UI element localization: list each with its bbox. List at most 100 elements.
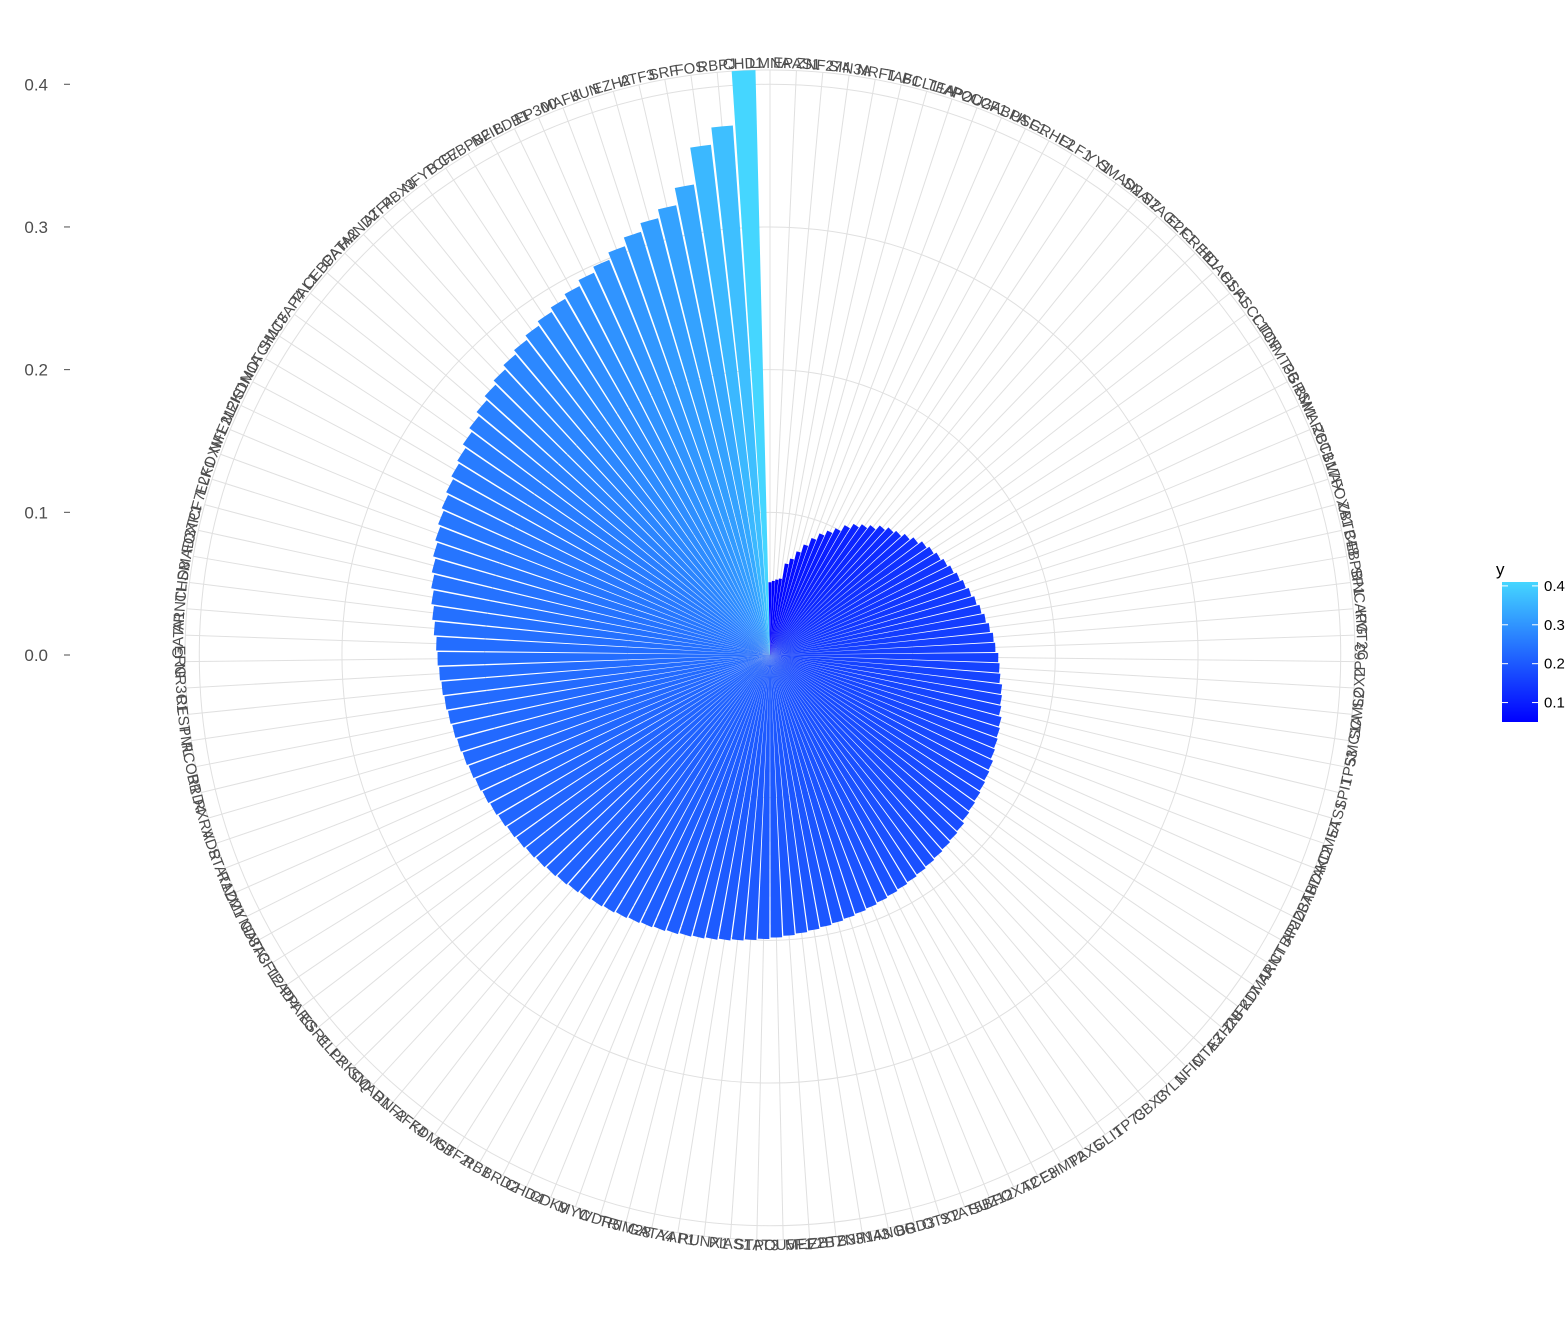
bar-tp63 — [770, 652, 999, 663]
bar-esr1 — [526, 655, 770, 858]
bar-grhl2 — [770, 528, 841, 655]
bar-ell2 — [536, 655, 770, 868]
legend-tick-label: 0.4 — [1544, 578, 1565, 595]
category-label-nrf1: NRF1 — [856, 61, 898, 85]
y-tick-label: 0.1 — [24, 503, 48, 522]
category-label-yap1: YAP1 — [657, 1227, 696, 1250]
legend-tick-label: 0.1 — [1544, 695, 1565, 712]
bar-stat3 — [757, 655, 770, 939]
bar-pou5f1 — [770, 655, 783, 938]
bar-ldb1 — [578, 272, 770, 655]
bar-wdr5 — [679, 655, 770, 937]
bar-zbtb33 — [770, 655, 808, 934]
bar-yap1 — [718, 655, 770, 941]
category-label-pou5f1: POU5F1 — [754, 1236, 813, 1254]
category-label-rbpj: RBPJ — [697, 56, 737, 76]
bar-hsf1 — [770, 537, 919, 655]
category-label-chd1: CHD1 — [722, 55, 764, 74]
y-tick-label: 0.2 — [24, 361, 48, 380]
bar-tcf7 — [537, 312, 770, 655]
bar-ehmt2 — [770, 655, 908, 890]
bar-mef2b — [770, 655, 795, 936]
bar-pias1 — [744, 655, 770, 941]
y-tick-label: 0.3 — [24, 218, 48, 237]
bar-scml2 — [770, 655, 1001, 684]
bar-hdac1 — [770, 533, 910, 655]
bar-tp73 — [770, 655, 935, 867]
bar-stat1 — [468, 655, 770, 779]
bar-cebpb2 — [550, 298, 770, 655]
grid-spoke — [769, 72, 824, 656]
bar-gata2 — [484, 384, 770, 655]
category-label-nr3c1: NR3C1 — [171, 663, 191, 713]
bar-tcf3 — [770, 655, 898, 897]
bar-pml — [444, 655, 770, 710]
bar-meis1 — [441, 495, 770, 655]
bar-brd2 — [628, 655, 770, 923]
bar-taf1 — [770, 558, 795, 655]
bar-tcf7l2 — [431, 558, 770, 655]
bar-ncapg — [770, 632, 994, 655]
bar-znf274 — [770, 579, 779, 655]
bar-zbtb48 — [770, 604, 982, 655]
bar-pax5 — [770, 655, 917, 882]
bar-rnf2 — [568, 655, 770, 893]
bar-srf — [674, 184, 770, 655]
bar-cbx3 — [770, 655, 943, 858]
bar-max — [770, 587, 972, 655]
bar-ezh2b — [770, 655, 970, 821]
bar-zbtb17 — [770, 580, 966, 655]
bar-elf1 — [770, 525, 850, 655]
bar-spi1 — [770, 655, 1002, 716]
bar-epas1 — [770, 580, 775, 655]
bar-pgr — [770, 558, 948, 655]
bar-zmynd8 — [482, 655, 770, 803]
bar-zbtb7a — [770, 655, 995, 759]
category-label-scml2: SCML2 — [1346, 689, 1368, 740]
category-label-srf: SRF — [647, 62, 680, 84]
category-label-stat3: STAT3 — [734, 1236, 779, 1254]
bar-nfib — [564, 286, 770, 655]
category-label-tp53: TP53 — [1338, 749, 1362, 787]
bar-usf1 — [770, 530, 833, 655]
category-label-runx1: RUNX1 — [677, 1230, 729, 1253]
bar-mafk — [608, 246, 770, 655]
bar-arid3a — [770, 655, 994, 770]
bar-hand2 — [493, 369, 770, 655]
bar-kdm5b — [591, 655, 770, 907]
category-label-fos: FOS — [674, 58, 707, 79]
bar-jun — [623, 231, 770, 655]
bar-atf3 — [657, 205, 770, 656]
bar-pparg — [516, 655, 770, 848]
bar-tp53 — [770, 655, 1002, 705]
category-label-epas1: EPAS1 — [773, 55, 821, 74]
bar-rbpj — [711, 125, 770, 655]
bar-chd1 — [731, 70, 770, 656]
category-label-sox2: SOX2 — [1350, 668, 1369, 709]
bar-hdac2 — [770, 655, 998, 748]
category-label-sin3a: SIN3A — [827, 58, 872, 81]
color-legend: y 0.1 0.2 0.3 0.4 — [1496, 560, 1565, 722]
bar-aff4 — [579, 655, 770, 900]
category-label-tp63: TP63 — [1352, 644, 1369, 680]
bar-gata4 — [705, 655, 770, 940]
bar-arnt — [770, 655, 986, 791]
bar-foxp1 — [431, 574, 770, 655]
bar-rest — [441, 655, 770, 696]
bar-ctcf — [770, 546, 934, 655]
bar-gli1 — [770, 655, 926, 875]
bar-chd4 — [640, 655, 770, 928]
bar-sox2 — [770, 655, 1000, 673]
bar-elk1 — [433, 542, 770, 655]
bar-notch1 — [451, 463, 770, 655]
bar-smad2 — [770, 524, 868, 655]
bar-dnmt3b — [770, 552, 941, 655]
bar-ctbp2 — [770, 655, 990, 781]
category-label-znf274: ZNF274 — [796, 55, 852, 77]
category-label-kmt2c: KMT2C — [1352, 609, 1371, 661]
bar-smad3 — [431, 590, 770, 655]
bar-nrf1 — [770, 563, 789, 655]
bar-tal1 — [469, 416, 770, 655]
legend-title: y — [1496, 560, 1505, 579]
